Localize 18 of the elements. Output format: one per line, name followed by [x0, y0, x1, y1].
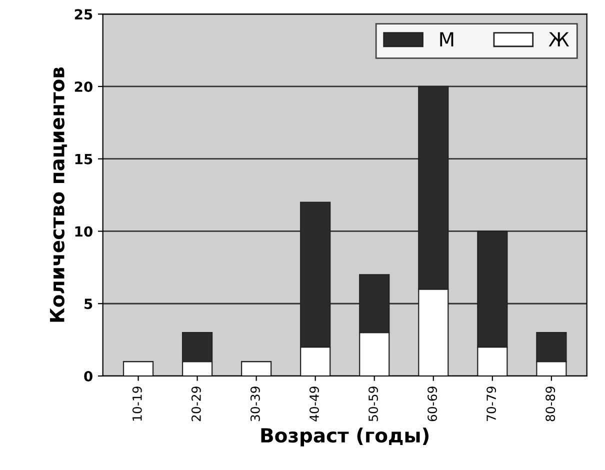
x-tick-label: 10-19 [132, 386, 142, 421]
x-tick-label: 70-79 [486, 386, 496, 422]
y-tick-label: 0 [84, 370, 92, 382]
y-tick-label: 15 [75, 154, 92, 164]
legend-label: Ж [548, 32, 569, 46]
legend-label: М [440, 32, 454, 46]
x-tick-label: 20-29 [191, 386, 201, 422]
y-axis-title: Количество пациентов [50, 67, 67, 322]
x-tick-label: 50-59 [368, 386, 378, 422]
x-axis-title: Возраст (годы) [261, 428, 429, 446]
y-tick-label: 10 [75, 226, 92, 237]
x-tick-label: 60-69 [428, 386, 438, 422]
y-tick-label: 25 [74, 9, 92, 20]
x-tick-label: 30-39 [250, 386, 260, 422]
y-tick-label: 20 [74, 81, 92, 92]
x-tick-label: 40-49 [310, 386, 319, 422]
x-tick-label: 80-89 [546, 386, 556, 422]
y-tick-label: 5 [84, 298, 92, 310]
